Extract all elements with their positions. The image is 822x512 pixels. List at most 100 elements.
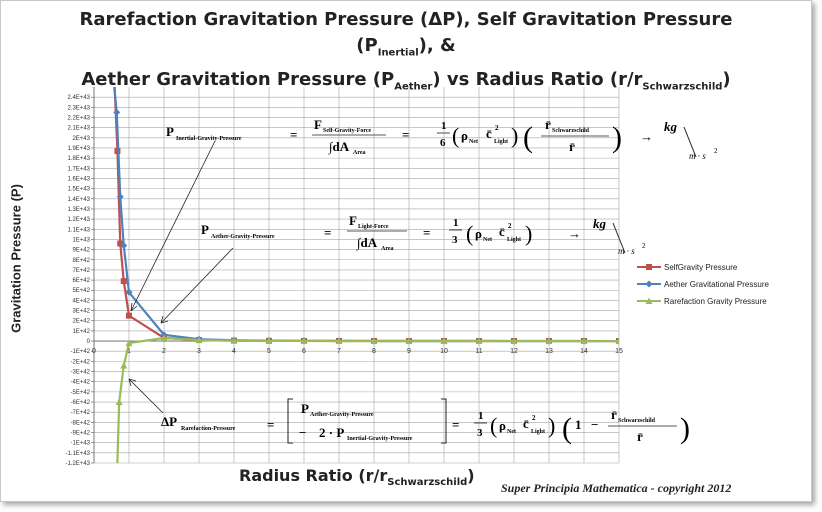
eq3-bracket-close: [441, 398, 447, 444]
eq2-den: ∫dA: [356, 235, 378, 251]
eq3-top: P: [301, 401, 309, 416]
eq1-bigparen-open: (: [523, 121, 533, 154]
eq1-coef-num: 1: [441, 120, 447, 132]
y-tick-label: 1.6E+43: [67, 176, 90, 182]
eq1-bigparen-close: ): [612, 121, 622, 154]
y-tick-label: -2E+42: [70, 359, 90, 365]
eq1-eq-sign: =: [290, 127, 297, 142]
annotation-pointers: [128, 140, 234, 414]
eq3-lhs-sub: Rarefaction-Pressure: [181, 426, 236, 432]
x-tick-label: 15: [615, 348, 623, 355]
eq2-unit-den: m · s: [618, 246, 635, 256]
y-tick-label: -9E+42: [70, 431, 90, 437]
equation-aether-pressure: P Aether-Gravity-Pressure = F Light-Forc…: [201, 213, 646, 256]
legend-label: Aether Gravitational Pressure: [664, 280, 769, 289]
eq3-ratio-num: r̄: [611, 407, 617, 422]
y-tick-label: -3E+42: [70, 370, 90, 376]
title-part: ) vs Radius Ratio (r/r: [432, 68, 643, 90]
copyright-note: Super Principia Mathematica - copyright …: [501, 481, 732, 495]
data-point-triangle: [160, 334, 168, 342]
y-tick-label: 3E+42: [72, 309, 90, 315]
eq1-lhs-sub: Inertial-Gravity-Pressure: [176, 136, 242, 142]
eq1-c-sup: 2: [495, 124, 499, 132]
x-tick-label: 7: [337, 348, 341, 355]
y-tick-label: 7E+42: [72, 268, 90, 274]
y-tick-label: 1.8E+43: [67, 156, 90, 162]
series-layer: [113, 87, 619, 463]
eq1-coef-den: 6: [440, 137, 446, 149]
eq3-minus: −: [591, 417, 598, 432]
y-tick-label: 1E+42: [72, 329, 90, 335]
data-point-square: [117, 240, 124, 247]
y-tick-label: 9E+42: [72, 248, 90, 254]
y-tick-label: 1E+43: [72, 237, 90, 243]
chart-frame: Rarefaction Gravitation Pressure (ΔP), S…: [0, 0, 812, 502]
title-sub: Inertial: [377, 47, 419, 59]
axes: 2.4E+43 2.3E+43 2.2E+43 2.1E+43 2E+43 1.9E+43…: [65, 87, 623, 467]
eq3-top-sub: Aether-Gravity-Pressure: [310, 412, 374, 418]
eq1-eq-sign-2: =: [402, 127, 409, 142]
eq1-arrow: →: [640, 129, 653, 144]
x-tick-label: 3: [197, 348, 201, 355]
legend-item: SelfGravity Pressure: [637, 263, 738, 272]
grid: [93, 87, 620, 464]
x-axis-label: Radius Ratio (r/rSchwarzschild): [239, 466, 475, 488]
pointer-rarefaction: [128, 378, 164, 414]
eq3-rho: ρ: [499, 418, 506, 433]
y-tick-label: 5E+42: [72, 288, 90, 294]
x-tick-label: 4: [232, 348, 236, 355]
eq1-rho: ρ: [461, 128, 468, 143]
y-tick-label: 1.7E+43: [67, 166, 90, 172]
equation-inertial-pressure: P Inertial-Gravity-Pressure = F Self-Gra…: [166, 117, 718, 161]
legend: SelfGravity Pressure Aether Gravitational…: [637, 263, 769, 306]
eq1-ratio-num: r̄: [545, 117, 551, 132]
y-tick-label: 0: [87, 339, 91, 345]
eq3-paren-close: ): [548, 413, 555, 438]
eq3-bot-minus: −: [299, 425, 306, 440]
data-point-triangle: [230, 337, 238, 344]
x-tick-label: 10: [440, 348, 448, 355]
eq2-unit-num: kg: [593, 216, 607, 231]
eq3-rho-sub: Net: [507, 429, 516, 435]
eq3-coef-den: 3: [477, 427, 483, 439]
data-point-triangle: [370, 337, 378, 345]
legend-label: Rarefaction Gravity Pressure: [664, 297, 767, 306]
eq3-ratio-num-sub: Schwarzschild: [618, 418, 656, 424]
x-tick-label: 9: [407, 348, 411, 355]
eq1-unit-sup: 2: [714, 147, 718, 155]
y-tick-label: 2.3E+43: [67, 105, 90, 111]
eq2-c-sub: Light: [507, 237, 521, 243]
eq3-bigparen-open: (: [562, 412, 572, 445]
eq1-paren-open: (: [452, 123, 459, 148]
x-tick-label: 2: [162, 348, 166, 355]
eq3-one: 1: [575, 417, 582, 432]
eq3-bot-sub: Inertial-Gravity-Pressure: [347, 436, 413, 442]
eq2-lhs-sub: Aether-Gravity-Pressure: [211, 234, 275, 240]
eq2-coef-num: 1: [453, 217, 459, 229]
eq2-rho-sub: Net: [483, 237, 492, 243]
y-tick-label: -8E+42: [70, 420, 90, 426]
eq2-paren-close: ): [525, 221, 532, 246]
x-tick-label: 8: [372, 348, 376, 355]
y-tick-label: -7E+42: [70, 410, 90, 416]
y-tick-label: 1.5E+43: [67, 187, 90, 193]
legend-item: Aether Gravitational Pressure: [637, 280, 769, 289]
eq1-c-sub: Light: [494, 139, 508, 145]
eq1-ratio-den: r̄: [569, 139, 575, 154]
series-line: [113, 87, 619, 343]
eq3-bracket-open: [287, 398, 293, 444]
data-point-diamond: [120, 242, 128, 250]
eq1-den: ∫dA: [328, 139, 350, 155]
x-tick-label: 11: [475, 348, 482, 355]
eq1-den-sub: Area: [353, 150, 366, 156]
eq2-c: c̄: [499, 224, 505, 239]
y-tick-label: 6E+42: [72, 278, 90, 284]
y-tick-label: -5E+42: [70, 390, 90, 396]
eq3-paren-open: (: [490, 413, 497, 438]
title-line-1: Rarefaction Gravitation Pressure (ΔP), S…: [80, 9, 733, 59]
data-point-diamond: [125, 288, 133, 296]
x-tick-label: 13: [545, 348, 553, 355]
equation-rarefaction-pressure: ΔP Rarefaction-Pressure = P Aether-Gravi…: [161, 398, 690, 445]
eq1-paren-close: ): [511, 123, 518, 148]
eq2-rho: ρ: [475, 226, 482, 241]
